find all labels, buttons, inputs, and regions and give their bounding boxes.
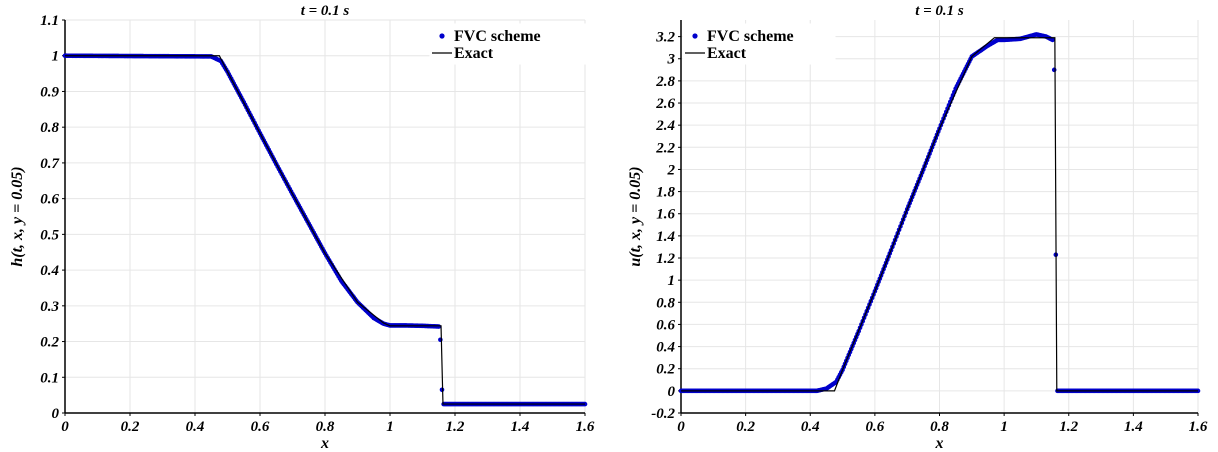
y-tick-label: 0.1 [40,370,59,386]
x-tick-label: 1 [1000,419,1008,435]
x-tick-label: 1.6 [1189,419,1208,435]
grid [64,19,586,414]
y-tick-label: 1.8 [656,185,675,201]
y-axis-label: h(t, x, y = 0.05) [9,166,26,266]
x-tick-label: 0.8 [930,419,949,435]
legend-entry-label: Exact [707,45,747,62]
legend-box [682,23,836,65]
y-tick-label: 2 [667,162,676,178]
y-tick-label: 2.6 [655,96,675,112]
y-axis-label: u(t, x, y = 0.05) [627,166,644,266]
y-tick-label: 1 [668,273,676,289]
series-exact-line [681,37,1198,392]
y-tick-label: 0.7 [40,156,59,172]
x-tick-label: 1 [386,419,394,435]
grid [680,20,1199,414]
y-tick-label: 2.4 [655,118,675,134]
y-tick-label: 0.2 [656,362,675,378]
x-tick-label: 1.4 [1124,419,1143,435]
legend-box [429,23,586,65]
y-tick-label: 0.5 [40,227,59,243]
y-tick-label: 0.6 [40,192,59,208]
y-tick-label: 0 [668,384,676,400]
y-tick-label: 1.1 [40,13,59,29]
chart-title: t = 0.1 s [301,3,350,19]
y-tick-label: 1.4 [656,229,675,245]
y-tick-label: 3 [667,52,676,68]
x-tick-label: 0.4 [801,419,820,435]
y-tick-label: 0.8 [656,295,675,311]
y-tick-label: 1 [52,49,60,65]
y-tick-label: 2.2 [655,140,675,156]
y-tick-label: 2.8 [655,74,675,90]
x-tick-label: 1.4 [511,419,530,435]
y-tick-label: 1.2 [656,251,675,267]
x-tick-label: 0 [677,419,685,435]
y-tick-label: 0 [52,406,60,422]
legend-entry-label: Exact [454,45,494,62]
chart-title: t = 0.1 s [915,3,964,19]
x-tick-label: 1.2 [446,419,465,435]
data-point [1050,37,1055,43]
x-tick-label: 0.6 [866,419,885,435]
x-tick-label: 0.8 [316,419,335,435]
y-tick-label: 3.2 [655,30,675,46]
x-tick-label: 1.6 [576,419,595,435]
x-tick-label: 0 [61,419,69,435]
legend-entry-label: FVC scheme [707,28,794,45]
series-exact-line [65,55,585,405]
y-tick-label: 0.2 [40,335,59,351]
legend-fvc-swatch [439,33,445,39]
y-tick-label: 0.6 [656,317,675,333]
y-tick-label: 0.4 [656,340,675,356]
y-tick-label: -0.2 [651,406,675,422]
y-tick-label: 0.4 [40,263,59,279]
x-tick-label: 0.2 [736,419,755,435]
legend-fvc-swatch [692,33,698,39]
chart-velocity-u: 0 0.2 0.4 0.6 0.8 1 1.2 1.4 1.6-0.200.20.40.60.8… [627,3,1208,452]
x-tick-label: 0.2 [121,419,140,435]
y-tick-label: 0.9 [40,84,59,100]
y-tick-label: 1.6 [656,207,675,223]
data-point [1051,67,1057,73]
x-axis-label: x [935,435,944,452]
y-tick-label: 0.3 [40,299,59,315]
data-point [436,324,442,329]
x-axis-label: x [320,435,329,452]
y-tick-label: 0.8 [40,120,59,136]
x-tick-label: 1.2 [1059,419,1078,435]
legend-entry-label: FVC scheme [454,28,541,45]
chart-depth-h: 0 0.2 0.4 0.6 0.8 1 1.2 1.4 1.6 0 0.1 0.2 0.3 0.4 0.5 0… [9,3,595,452]
x-tick-label: 0.6 [251,419,270,435]
x-tick-label: 0.4 [186,419,205,435]
